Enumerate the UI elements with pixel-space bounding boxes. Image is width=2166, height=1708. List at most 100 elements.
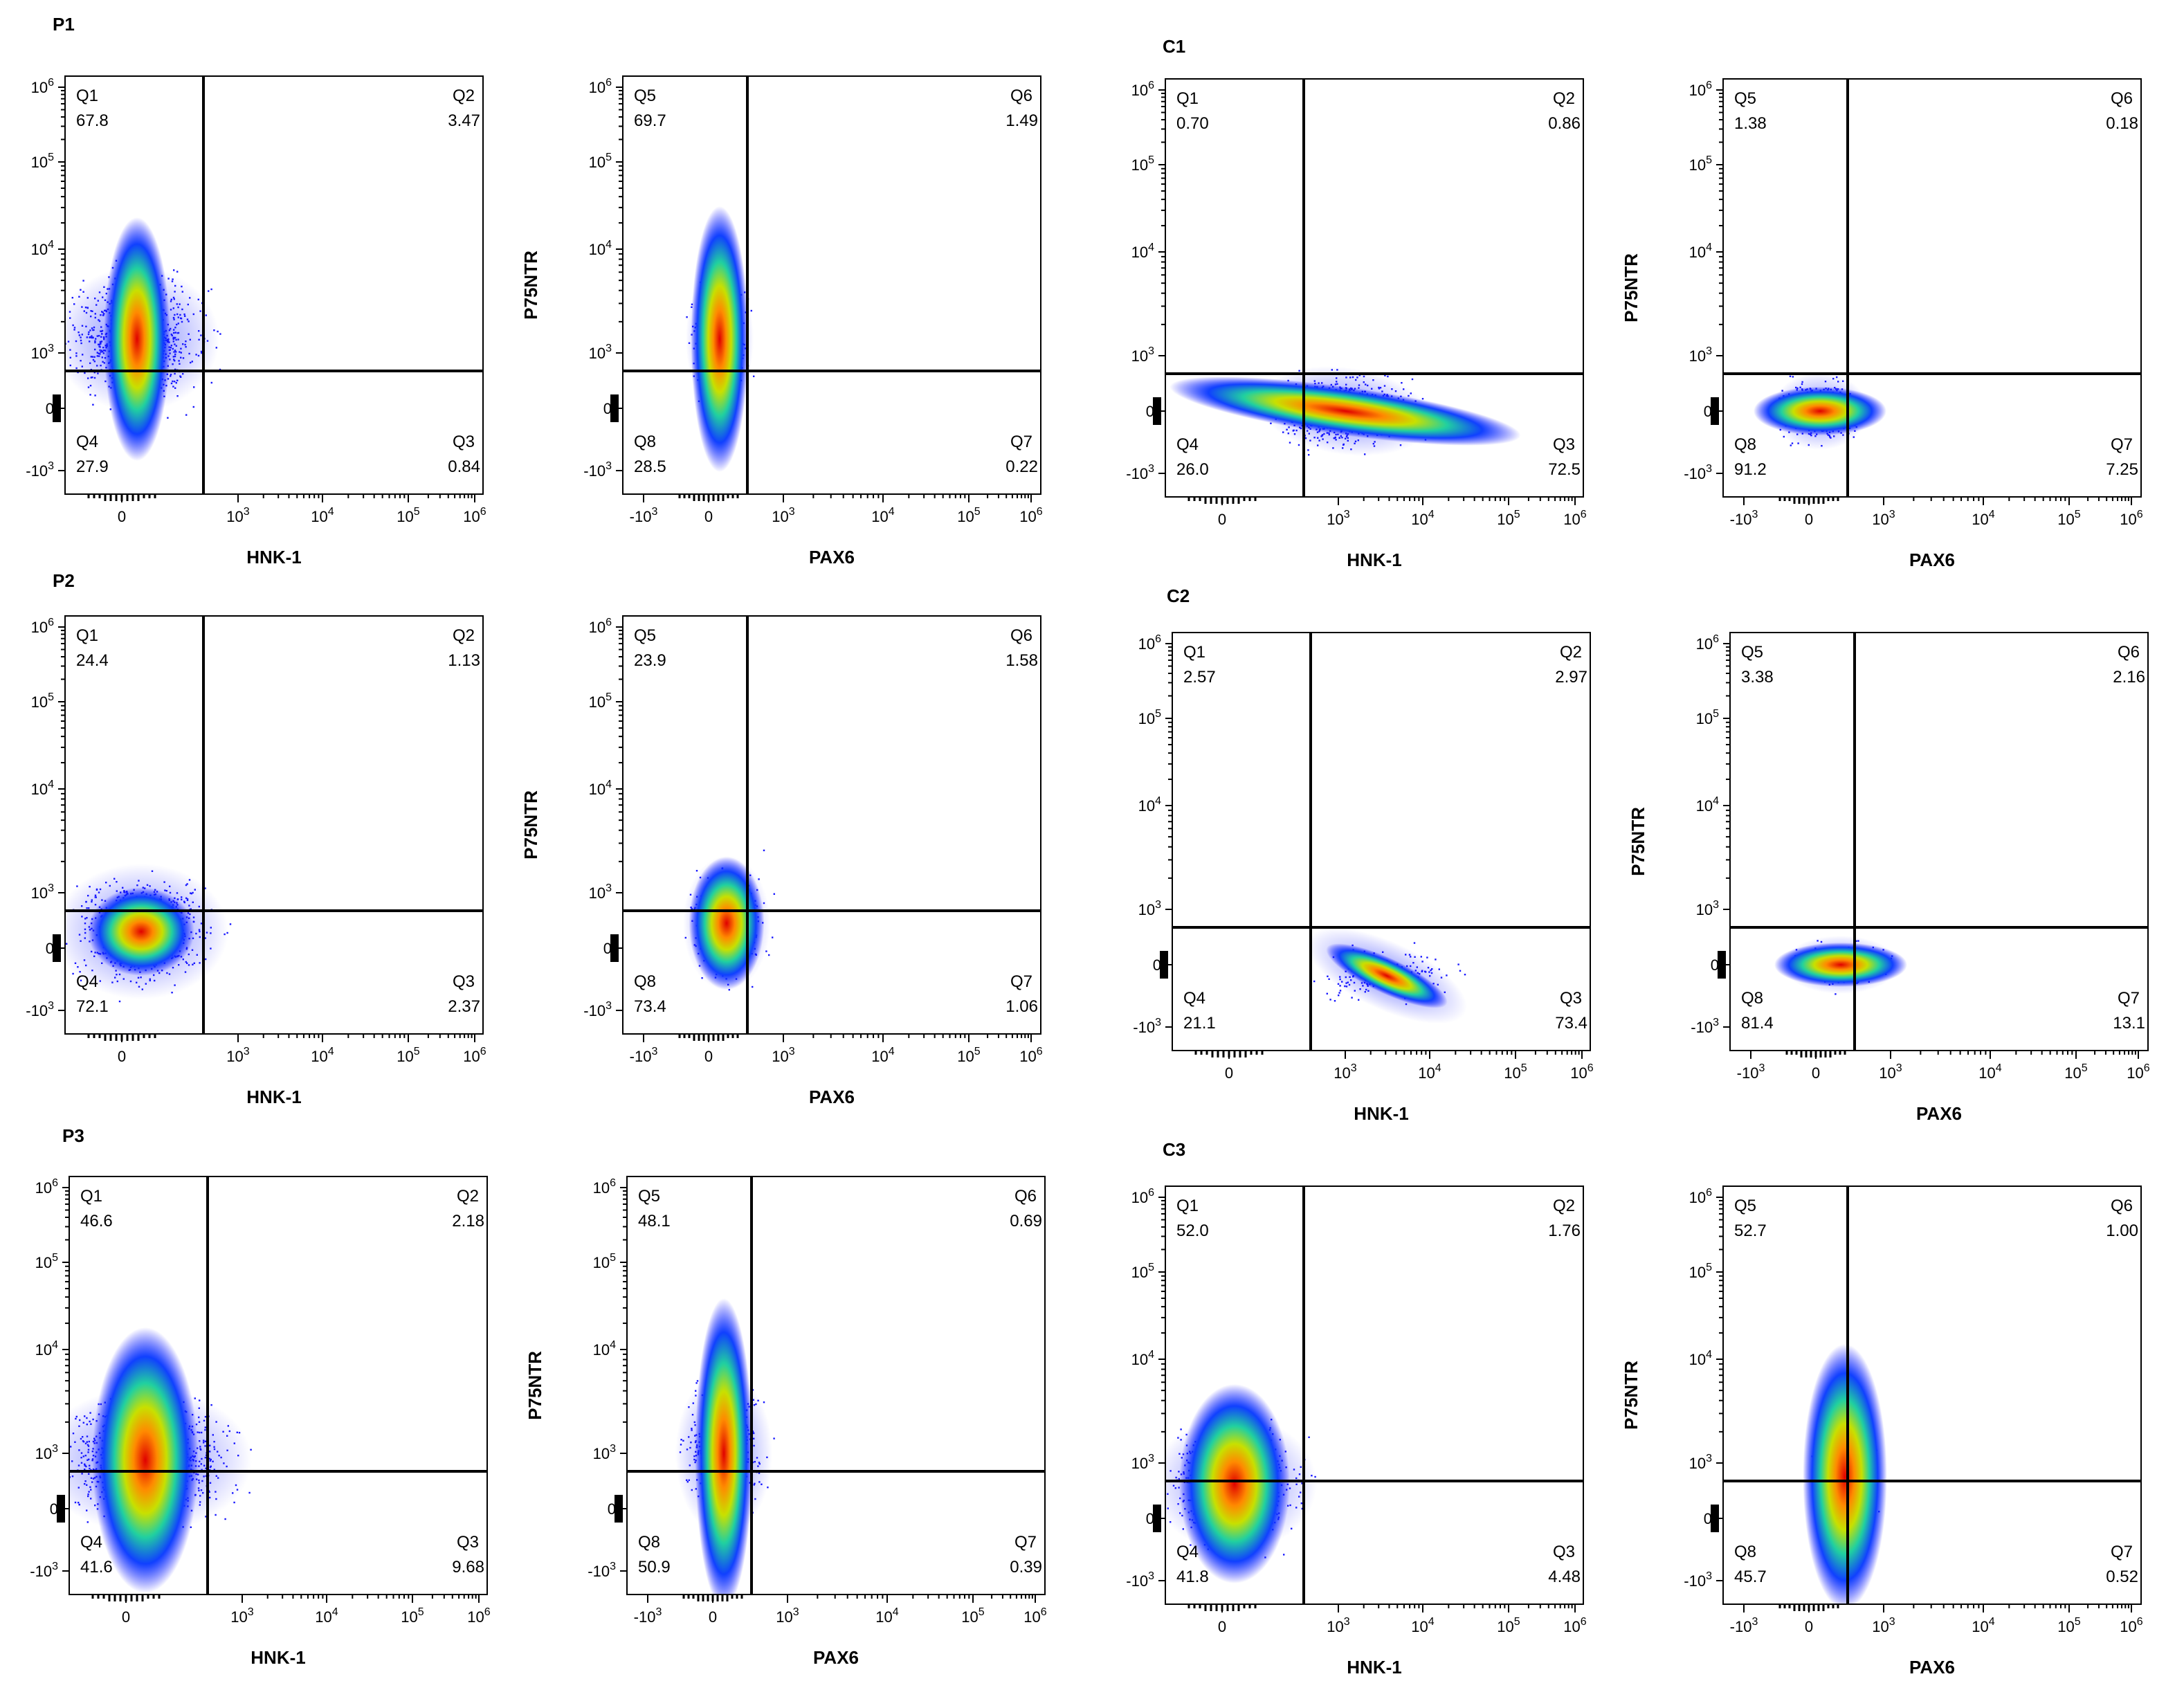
event-dot [226,932,228,934]
event-dot [1345,982,1347,984]
y-tick-label: 105 [31,152,54,171]
tick-exp: 5 [48,691,54,703]
tick-base: 10 [772,1048,788,1065]
event-dot [1339,990,1342,992]
event-dot [1801,383,1803,385]
event-dot [100,330,102,332]
tick-base: 10 [1689,156,1706,174]
event-dot [1381,390,1383,392]
tick-base: -10 [26,462,48,480]
event-dot [1358,374,1360,376]
event-dot [204,937,206,939]
event-dot [1842,434,1844,436]
tick-base: 10 [957,508,974,525]
event-dot [205,958,207,961]
event-dot [728,989,730,991]
density [1754,372,1886,450]
event-dot [1351,997,1353,999]
density-core [1754,386,1886,436]
event-dot [62,943,64,944]
event-dot [1337,983,1340,985]
event-dot [194,889,196,891]
event-dot [169,891,172,894]
event-dot [90,356,92,358]
event-dot [172,967,174,969]
event-dot [111,981,113,983]
quadrant-name: Q4 [1176,435,1199,454]
quadrant-value: 23.9 [634,651,666,670]
y-tick-label: 106 [589,617,612,636]
tick-exp: 5 [606,691,612,703]
event-dot [103,349,105,352]
quadrant-name: Q7 [2118,989,2140,1008]
tick-base: 10 [1334,1064,1350,1082]
event-dot [82,354,84,356]
event-dot [210,947,212,950]
event-dot [768,954,770,956]
event-dot [178,964,180,966]
event-dot [176,313,179,316]
plot-frame [1165,78,1584,498]
event-dot [1410,965,1412,967]
quadrant-value: 2.37 [448,997,480,1016]
quadrant-value: 73.4 [1555,1014,1587,1033]
tick-base: 10 [1019,1048,1036,1065]
event-dot [174,360,176,362]
y-tick-label: 105 [1689,154,1712,174]
event-dot [1328,978,1330,980]
x-axis-label: PAX6 [1909,549,1955,570]
quadrant-value: 73.4 [634,997,666,1016]
event-dot [208,290,210,292]
event-dot [104,380,107,383]
event-dot [87,386,90,388]
event-dot [199,310,201,312]
tick-exp: 3 [1344,509,1350,520]
event-dot [1321,382,1323,384]
event-dot [73,303,75,305]
tick-exp: 3 [1351,1062,1357,1074]
event-dot [1317,437,1319,439]
tick-base: 10 [1019,508,1036,525]
tick-exp: 3 [48,1000,54,1012]
density [1774,936,1907,995]
event-dot [71,297,73,299]
panel-label: P1 [53,14,75,35]
event-dot [94,904,97,906]
event-dot [199,930,201,933]
event-dot [1345,437,1347,439]
tick-exp: 5 [606,152,612,163]
event-dot [69,317,71,319]
event-dot [198,330,200,332]
event-dot [86,336,88,338]
tick-exp: 3 [1155,899,1161,911]
event-dot [1347,439,1349,442]
tick-base: 10 [589,781,606,798]
y-tick-label: 0 [1153,956,1161,974]
event-dot [172,307,174,309]
quadrant-name: Q8 [1734,435,1756,454]
tick-exp: 3 [1758,1062,1765,1074]
event-dot [210,932,212,934]
tick-base: 10 [772,508,788,525]
event-dot [198,905,200,908]
event-dot [115,970,117,972]
event-dot [73,327,76,329]
event-dot [1833,435,1835,437]
event-dot [1298,370,1300,372]
event-dot [91,327,93,329]
x-tick-label: 106 [1563,509,1586,528]
event-dot [188,320,190,322]
plot-frame [1729,632,2149,1051]
tick-exp: 4 [1435,1062,1441,1074]
y-tick-label: 104 [589,239,612,258]
event-dot [89,1464,91,1466]
tick-exp: 4 [889,506,895,518]
event-dot [1329,999,1331,1001]
event-dot [173,298,175,300]
tick-base: 10 [1131,156,1148,174]
tick-base: 10 [1696,797,1713,815]
quadrant-name: Q4 [76,433,98,451]
y-minor-dense [53,934,61,962]
